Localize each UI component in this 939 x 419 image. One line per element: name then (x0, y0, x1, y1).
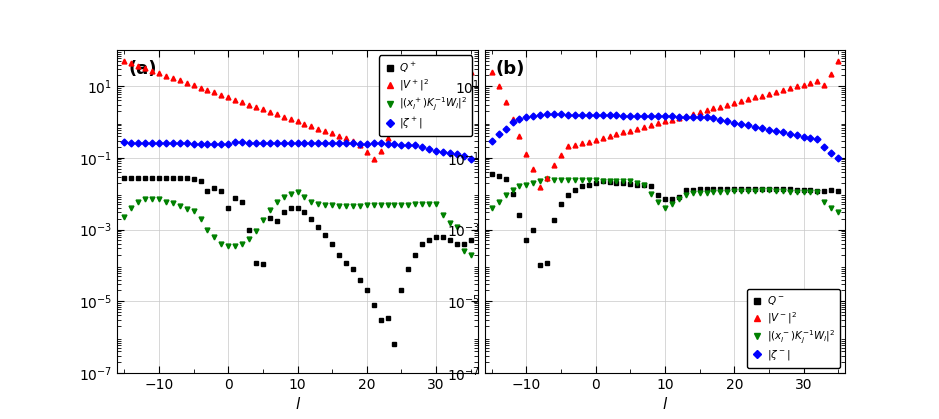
Text: (a): (a) (129, 60, 157, 78)
Text: (b): (b) (496, 60, 525, 78)
Legend: $Q^+$, $|V^+|^2$, $|(x_l^+)K_j^{-1}W_l|^2$, $|\zeta^+|$: $Q^+$, $|V^+|^2$, $|(x_l^+)K_j^{-1}W_l|^… (379, 55, 472, 136)
X-axis label: l: l (663, 397, 667, 412)
Legend: $Q^-$, $|V^-|^2$, $|(x_l^-)K_j^{-1}W_l|^2$, $|\zeta^-|$: $Q^-$, $|V^-|^2$, $|(x_l^-)K_j^{-1}W_l|^… (747, 289, 839, 368)
X-axis label: l: l (296, 397, 300, 412)
